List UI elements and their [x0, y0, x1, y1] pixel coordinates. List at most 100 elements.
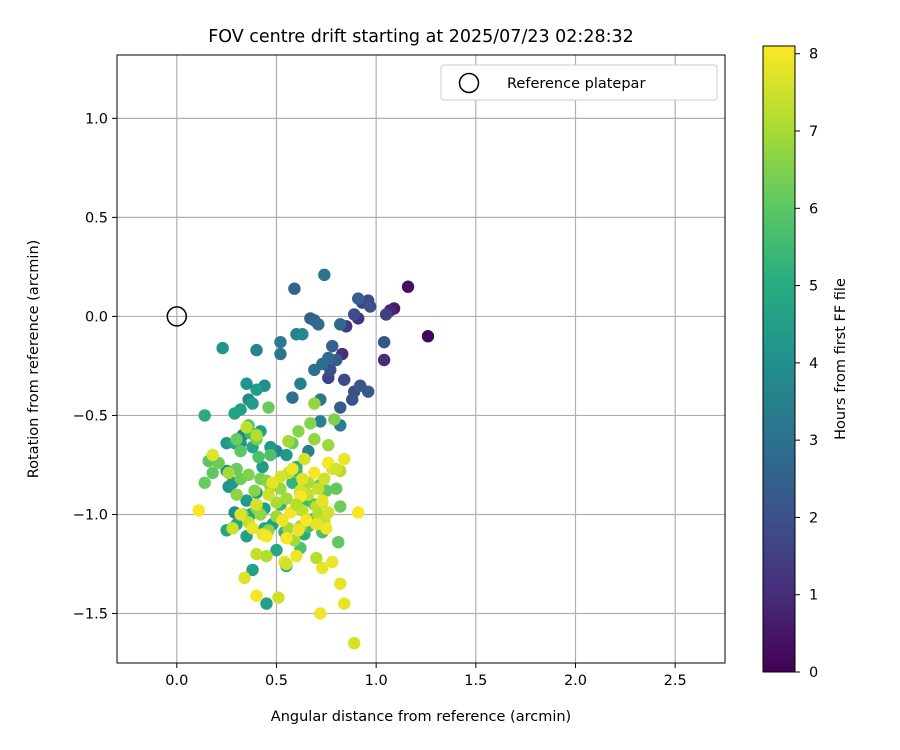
colorbar-label: Hours from first FF file [833, 278, 849, 440]
data-point [328, 413, 341, 426]
data-point [312, 318, 325, 331]
data-point [206, 448, 219, 462]
data-point [348, 308, 361, 321]
data-point [300, 514, 313, 527]
data-point [240, 377, 253, 390]
y-tick-label: −0.5 [73, 408, 108, 424]
y-tick-label: 0.5 [85, 210, 108, 226]
grid [117, 55, 725, 663]
data-points [192, 268, 435, 650]
data-point [334, 577, 347, 590]
data-point [286, 462, 299, 476]
data-point [228, 407, 241, 420]
y-tick-label: 1.0 [85, 111, 108, 127]
colorbar-tick-label: 0 [809, 665, 818, 681]
legend-label: Reference platepar [507, 76, 645, 92]
colorbar-ticks: 0 1 2 3 4 5 6 7 8 [795, 47, 818, 681]
data-point [377, 335, 391, 349]
data-point [308, 363, 321, 377]
reference-platepar-marker [166, 306, 188, 327]
data-point [330, 462, 343, 476]
plot-frame [116, 54, 726, 664]
data-point [234, 444, 247, 458]
legend-box [440, 64, 718, 101]
data-point [280, 492, 293, 505]
data-point [286, 391, 299, 404]
data-point [246, 563, 259, 577]
data-point [230, 433, 243, 446]
data-point [290, 498, 303, 511]
data-point [338, 452, 351, 466]
data-point [276, 514, 289, 527]
x-axis-ticks: 0.0 0.5 1.0 1.5 2.0 2.5 [165, 663, 687, 689]
data-point [318, 268, 331, 282]
data-point [270, 496, 283, 509]
data-point [240, 421, 253, 434]
data-point [330, 482, 343, 495]
data-point [304, 417, 317, 430]
data-point [316, 561, 329, 575]
data-point [352, 506, 365, 519]
data-point [308, 397, 321, 410]
data-point [294, 377, 307, 390]
data-point [206, 466, 219, 480]
colorbar-tick-label: 8 [809, 47, 818, 63]
colorbar-tick-label: 1 [809, 588, 818, 604]
data-point [264, 448, 277, 462]
data-point [338, 597, 351, 610]
x-tick-label: 1.5 [464, 673, 487, 689]
data-point [250, 547, 263, 561]
y-axis-ticks: −1.5 −1.0 −0.5 0.0 0.5 1.0 [73, 111, 117, 622]
data-point [298, 452, 311, 466]
data-point [292, 425, 305, 438]
data-point [421, 330, 435, 343]
data-point [260, 597, 273, 610]
data-point [280, 448, 293, 462]
data-point [238, 571, 251, 585]
colorbar-tick-label: 5 [809, 279, 818, 295]
data-point [216, 341, 229, 355]
data-point [334, 500, 347, 513]
x-tick-label: 1.0 [365, 673, 388, 689]
data-point [266, 476, 279, 489]
data-point [363, 300, 377, 313]
data-point [314, 415, 327, 428]
data-point [332, 535, 345, 549]
data-point [254, 508, 267, 521]
colorbar-tick-label: 4 [809, 356, 818, 372]
data-point [352, 292, 365, 305]
data-point [234, 508, 247, 521]
data-point [308, 433, 321, 446]
data-point [379, 308, 393, 321]
data-point [401, 280, 415, 293]
y-tick-label: −1.5 [73, 606, 108, 622]
data-point [310, 551, 323, 565]
data-point [260, 549, 273, 563]
x-tick-label: 0.0 [165, 673, 188, 689]
colorbar-gradient [762, 45, 796, 673]
data-point [198, 476, 211, 489]
data-point [262, 401, 275, 414]
data-point [240, 494, 253, 507]
data-point [290, 549, 303, 563]
data-point [250, 429, 263, 442]
data-point [248, 484, 261, 497]
x-tick-label: 2.5 [664, 673, 687, 689]
data-point [280, 532, 293, 545]
data-point [322, 506, 335, 519]
data-point [282, 434, 295, 448]
x-axis-label: Angular distance from reference (arcmin) [271, 709, 571, 725]
colorbar-tick-label: 6 [809, 201, 818, 217]
colorbar: 0 1 2 3 4 5 6 7 8 Hours from first FF file [762, 45, 849, 681]
data-point [308, 466, 321, 480]
legend: Reference platepar [440, 64, 718, 101]
data-point [312, 482, 325, 495]
data-point [260, 530, 273, 543]
y-tick-label: −1.0 [73, 507, 108, 523]
data-point [198, 409, 211, 422]
data-point [346, 393, 359, 406]
data-point [296, 328, 309, 341]
data-point [338, 373, 351, 386]
legend-marker-icon [458, 72, 480, 94]
